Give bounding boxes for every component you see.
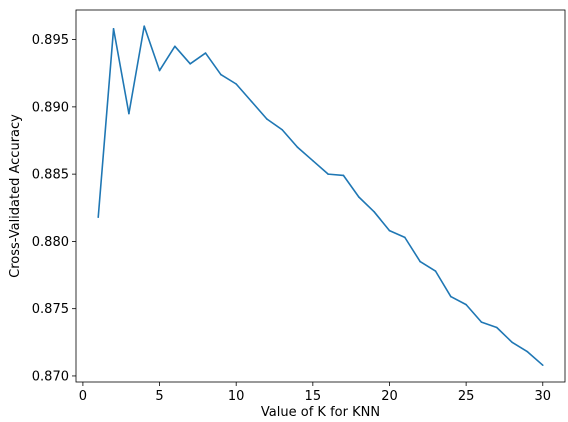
data-point — [189, 63, 191, 65]
x-tick-label: 5 — [155, 389, 163, 404]
data-point — [158, 69, 161, 72]
y-tick-label: 0.875 — [32, 302, 69, 317]
data-point — [128, 112, 130, 115]
data-point — [235, 83, 237, 85]
y-tick-label: 0.870 — [32, 369, 69, 384]
data-point — [220, 73, 222, 76]
data-point — [373, 211, 375, 213]
plot-frame — [75, 9, 566, 383]
series-layer — [97, 25, 544, 366]
x-tick-label: 15 — [305, 389, 322, 404]
y-tick-label: 0.885 — [32, 168, 69, 183]
y-axis-label: Cross-Validated Accuracy — [8, 114, 23, 278]
data-point — [112, 28, 115, 30]
data-point — [358, 196, 360, 198]
data-point — [495, 326, 498, 329]
data-point — [266, 118, 268, 120]
y-axis: 0.870 0.875 0.880 0.885 0.890 0.895 — [32, 33, 76, 384]
x-axis-label: Value of K for KNN — [261, 405, 380, 420]
x-axis: 0 5 10 15 20 25 30 — [79, 382, 551, 404]
series-line-0 — [97, 25, 544, 366]
data-point — [511, 341, 513, 344]
plot-background — [76, 10, 565, 382]
data-point — [296, 146, 299, 149]
x-tick-label: 25 — [458, 389, 475, 404]
data-point — [143, 25, 146, 27]
data-point — [526, 350, 529, 353]
data-point — [419, 260, 421, 263]
data-point — [404, 236, 406, 239]
data-point — [342, 174, 345, 177]
data-point — [174, 45, 176, 48]
data-point — [388, 229, 391, 232]
y-tick-label: 0.890 — [32, 100, 69, 115]
data-point — [541, 364, 544, 366]
y-tick-label: 0.895 — [32, 33, 69, 48]
x-tick-label: 0 — [79, 389, 87, 404]
x-tick-label: 30 — [534, 389, 551, 404]
data-point — [250, 100, 253, 103]
data-point — [312, 159, 314, 162]
data-point — [97, 216, 100, 218]
y-tick-label: 0.880 — [32, 235, 69, 250]
data-point — [327, 173, 329, 175]
data-point — [450, 295, 452, 298]
data-point — [434, 270, 437, 272]
x-tick-label: 10 — [228, 389, 245, 404]
data-point — [204, 52, 207, 54]
x-tick-label: 20 — [381, 389, 398, 404]
data-point — [281, 128, 283, 131]
data-point — [480, 321, 483, 323]
data-point — [465, 303, 467, 306]
